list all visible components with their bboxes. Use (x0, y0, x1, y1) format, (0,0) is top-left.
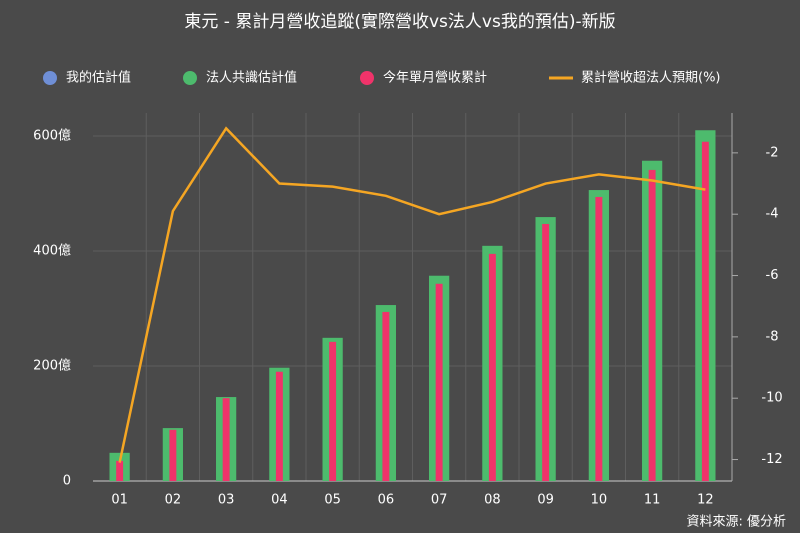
x-tick-label: 04 (271, 493, 288, 508)
bar (116, 460, 124, 481)
x-tick-label: 02 (165, 493, 182, 508)
legend-swatch (183, 71, 197, 85)
x-tick-label: 07 (431, 493, 448, 508)
bar (435, 283, 443, 481)
y-tick-label: 400億 (33, 243, 71, 259)
bar (169, 429, 177, 481)
x-tick-label: 01 (111, 493, 128, 508)
legend-label: 我的估計值 (66, 70, 131, 86)
x-tick-label: 12 (697, 493, 714, 508)
x-tick-label: 11 (644, 493, 661, 508)
y2-tick-label: -2 (766, 145, 779, 160)
legend-swatch (360, 71, 374, 85)
y2-tick-label: -10 (761, 391, 782, 406)
x-tick-label: 10 (591, 493, 608, 508)
chart-title: 東元 - 累計月營收追蹤(實際營收vs法人vs我的預估)-新版 (184, 12, 615, 32)
y-tick-label: 200億 (33, 358, 71, 374)
bar (382, 311, 390, 481)
x-tick-label: 03 (218, 493, 235, 508)
bar (595, 196, 603, 481)
line (118, 126, 706, 463)
source: 資料來源: 優分析 (686, 515, 786, 530)
bar (329, 341, 337, 481)
bar (701, 141, 709, 481)
x-tick-label: 09 (537, 493, 554, 508)
legend-swatch (43, 71, 57, 85)
y-tick-label: 0 (63, 474, 71, 489)
bar (542, 223, 550, 481)
bar (648, 169, 656, 482)
legend-label: 今年單月營收累計 (383, 70, 487, 86)
bar (222, 398, 230, 481)
y2-tick-label: -8 (766, 329, 779, 344)
x-tick-label: 08 (484, 493, 501, 508)
y2-tick-label: -12 (761, 452, 782, 467)
y2-tick-label: -6 (766, 268, 779, 283)
legend-label: 累計營收超法人預期(%) (581, 70, 721, 86)
x-tick-label: 05 (324, 493, 341, 508)
bar (275, 371, 283, 481)
y-tick-label: 600億 (33, 128, 71, 144)
y2-tick-label: -4 (766, 207, 779, 222)
x-tick-label: 06 (378, 493, 395, 508)
bar (488, 253, 496, 481)
legend-label: 法人共識估計值 (206, 70, 297, 86)
